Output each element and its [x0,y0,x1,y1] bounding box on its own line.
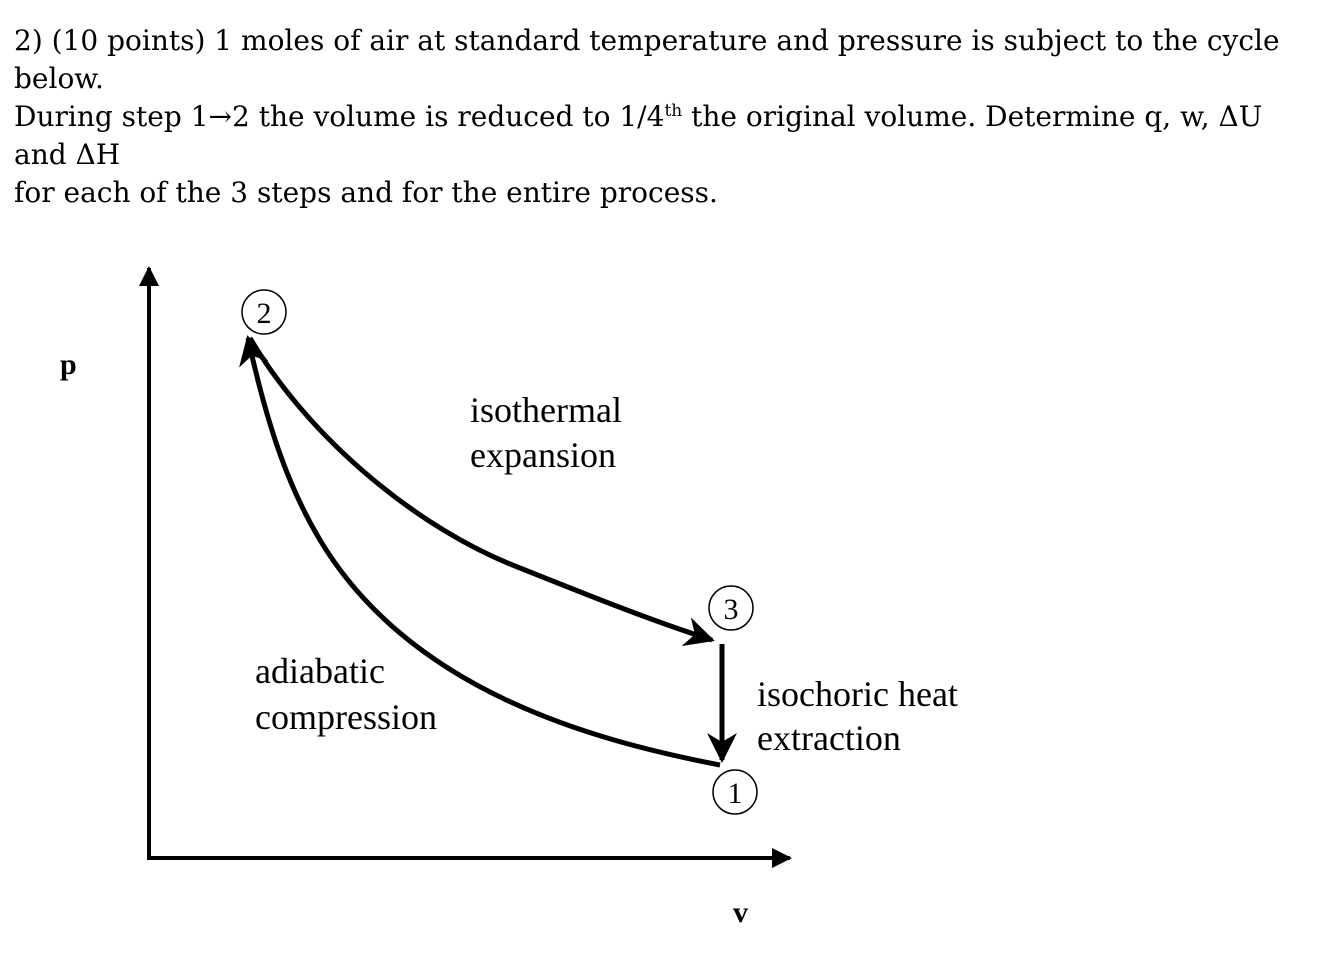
state-2-marker: 2 [241,289,287,335]
question-line-3-text: for each of the 3 steps and for the enti… [14,176,718,209]
question-line-2-part-a: During step 1 [14,100,209,133]
isothermal-label-line-2: expansion [470,435,616,475]
question-line-2-part-b: 2 the volume is reduced to 1/4 [231,100,665,133]
isothermal-expansion-curve [247,336,715,646]
question-line-2: During step 1→2 the volume is reduced to… [14,98,1310,174]
state-1-label: 1 [728,777,743,810]
right-arrow-icon: → [208,100,232,133]
x-axis-label: v [733,896,748,929]
question-line-2-part-c: the original volume. Determine q, w, ΔU … [14,100,1263,171]
adiabatic-label-line-1: adiabatic [255,651,385,691]
state-1-marker: 1 [712,769,758,815]
question-line-1: 2) (10 points) 1 moles of air at standar… [14,22,1310,98]
adiabatic-label-line-2: compression [255,697,437,737]
state-3-label: 3 [724,593,739,626]
isothermal-label-line-1: isothermal [470,390,622,430]
isochoric-label-line-1: isochoric heat [757,674,958,714]
state-2-label: 2 [257,297,272,330]
adiabatic-compression-curve [239,335,721,768]
question-line-3: for each of the 3 steps and for the enti… [14,174,1310,212]
superscript-th: th [664,101,683,121]
y-axis-label: p [60,348,77,381]
state-3-marker: 3 [708,585,754,631]
question-text: 2) (10 points) 1 moles of air at standar… [14,22,1310,212]
isochoric-label-line-2: extraction [757,718,901,758]
question-line-1-text: 2) (10 points) 1 moles of air at standar… [14,24,1280,95]
